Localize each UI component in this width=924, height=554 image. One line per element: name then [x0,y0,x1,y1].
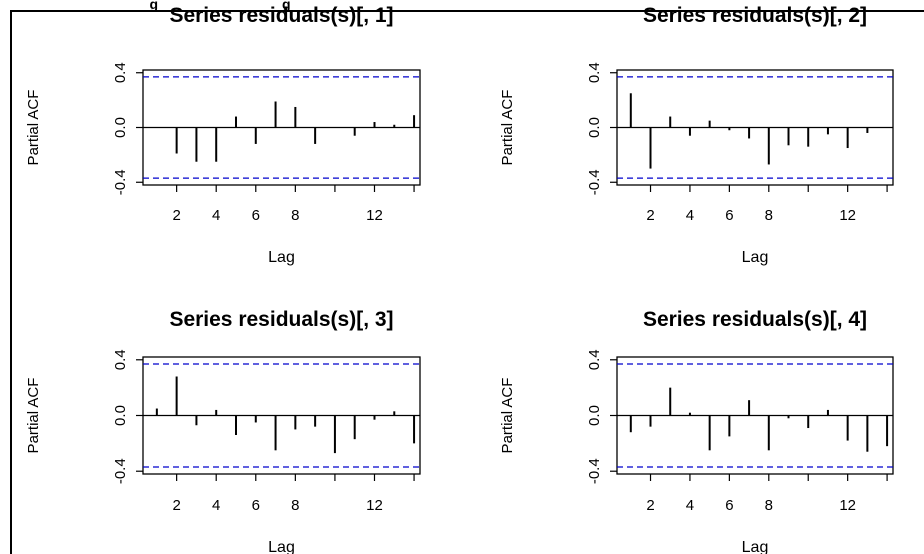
x-axis-label: Lag [742,249,769,266]
x-tick-label: 2 [646,497,654,514]
x-tick-label: 6 [252,207,260,224]
x-tick-label: 4 [212,207,220,224]
pacf-panel-1: Series residuals(s)[, 1] -0.4 0.0 0.4 2 4 6 8 12… [25,4,421,266]
panel-title: Series residuals(s)[, 2] [643,4,867,27]
y-axis-label: Partial ACF [499,90,516,166]
x-tick-label: 12 [366,207,383,224]
x-tick-label: 12 [839,207,856,224]
y-tick-label: -0.4 [112,458,129,484]
x-tick-label: 12 [839,497,856,514]
x-axis-label: Lag [742,539,769,554]
window-border-left [10,10,12,554]
x-tick-label: 8 [765,207,773,224]
y-tick-label: -0.4 [586,458,603,484]
x-tick-label: 2 [172,497,180,514]
x-tick-label: 2 [646,207,654,224]
x-tick-label: 6 [725,207,733,224]
x-tick-label: 4 [212,497,220,514]
y-axis-label: Partial ACF [25,90,42,166]
x-tick-label: 8 [291,497,299,514]
x-tick-label: 2 [172,207,180,224]
y-tick-label: 0.0 [112,117,129,138]
y-tick-label: 0.4 [112,62,129,83]
y-tick-label: 0.4 [586,62,603,83]
y-axis-label: Partial ACF [499,378,516,454]
panel-title: Series residuals(s)[, 3] [169,308,393,331]
y-tick-label: 0.0 [586,117,603,138]
x-tick-label: 4 [686,207,694,224]
y-tick-label: 0.4 [586,349,603,370]
y-tick-label: 0.0 [586,405,603,426]
x-tick-label: 6 [725,497,733,514]
y-axis-label: Partial ACF [25,378,42,454]
x-tick-label: 6 [252,497,260,514]
x-tick-label: 8 [291,207,299,224]
pacf-panel-2: Series residuals(s)[, 2] -0.4 0.0 0.4 2 4 6 8 12… [499,4,894,266]
window-border-top [10,10,924,12]
y-tick-label: -0.4 [112,169,129,195]
clipped-header-text: g g [150,0,291,12]
x-axis-label: Lag [268,539,295,554]
y-tick-label: -0.4 [586,169,603,195]
x-tick-label: 4 [686,497,694,514]
x-axis-label: Lag [268,249,295,266]
x-tick-label: 8 [765,497,773,514]
panel-title: Series residuals(s)[, 1] [169,4,393,27]
pacf-panel-4: Series residuals(s)[, 4] -0.4 0.0 0.4 2 4 6 8 12… [499,308,894,554]
x-tick-label: 12 [366,497,383,514]
pacf-panel-3: Series residuals(s)[, 3] -0.4 0.0 0.4 2 4 6 8 12… [25,308,421,554]
y-tick-label: 0.4 [112,349,129,370]
y-tick-label: 0.0 [112,405,129,426]
panel-title: Series residuals(s)[, 4] [643,308,867,331]
